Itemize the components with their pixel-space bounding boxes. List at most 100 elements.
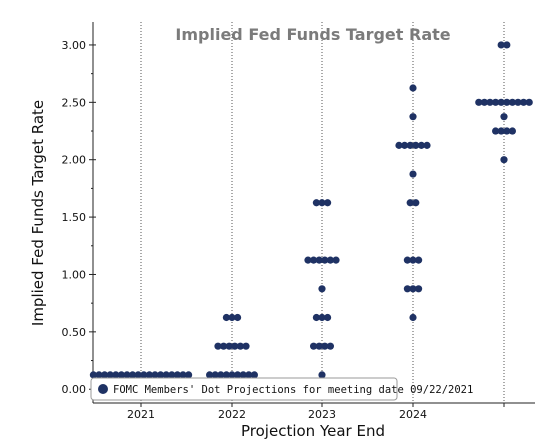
dot-point	[318, 313, 326, 322]
dot-point	[315, 256, 323, 264]
dot-point	[321, 342, 329, 350]
y-tick-label: 2.00	[62, 154, 87, 167]
dot-point	[409, 113, 417, 121]
dot-point	[492, 98, 500, 106]
dot-point	[406, 199, 414, 207]
dot-point	[228, 313, 236, 322]
dot-point	[412, 199, 420, 207]
dot-point	[508, 98, 516, 106]
dot-point	[503, 41, 511, 49]
dot-point	[134, 371, 142, 379]
dot-point	[231, 342, 239, 350]
dot-point	[312, 199, 320, 207]
dot-point	[245, 371, 253, 379]
dot-point	[239, 371, 247, 379]
dot-point	[168, 371, 176, 379]
y-axis-title: Implied Fed Funds Target Rate	[29, 100, 47, 326]
dot-point	[117, 371, 125, 379]
dot-point	[409, 313, 417, 322]
dot-point	[415, 256, 423, 264]
dot-point	[503, 127, 511, 135]
dot-point	[310, 256, 318, 264]
dot-point	[520, 98, 528, 106]
dot-point	[500, 156, 508, 164]
dot-point	[140, 371, 148, 379]
dot-point	[206, 371, 214, 379]
dot-point	[475, 98, 483, 106]
x-axis-title: Projection Year End	[241, 422, 385, 440]
dot-point	[89, 371, 97, 379]
dot-point	[228, 371, 236, 379]
dot-point	[250, 371, 258, 379]
chart-title: Implied Fed Funds Target Rate	[175, 25, 450, 44]
dot-point	[486, 98, 494, 106]
dot-point	[310, 342, 318, 350]
dot-point	[179, 371, 187, 379]
dot-point	[497, 98, 505, 106]
dot-point	[409, 256, 417, 264]
dot-point	[318, 199, 326, 207]
x-tick-label: 2023	[308, 408, 336, 421]
dot-point	[214, 342, 222, 350]
y-tick-label: 2.50	[62, 96, 87, 109]
dot-point	[318, 371, 326, 379]
dot-point	[315, 342, 323, 350]
dot-point	[395, 141, 403, 149]
dot-point	[324, 313, 332, 322]
dot-point	[222, 371, 230, 379]
dot-point	[304, 256, 312, 264]
y-tick-label: 0.50	[62, 326, 87, 339]
dot-point	[95, 371, 103, 379]
dot-point	[423, 141, 431, 149]
dot-point	[326, 342, 334, 350]
dot-point	[145, 371, 153, 379]
dot-point	[222, 313, 230, 322]
dot-point	[312, 313, 320, 322]
x-tick-label: 2024	[399, 408, 427, 421]
dot-point	[514, 98, 522, 106]
dot-point	[129, 371, 137, 379]
dot-point	[234, 313, 242, 322]
dot-point	[225, 342, 233, 350]
y-tick-label: 1.50	[62, 211, 87, 224]
y-tick-label: 0.00	[62, 383, 87, 396]
dot-point	[508, 127, 516, 135]
dot-point	[497, 127, 505, 135]
dot-point	[403, 256, 411, 264]
x-tick-label: 2021	[127, 408, 155, 421]
dot-point	[403, 285, 411, 293]
dot-point	[492, 127, 500, 135]
dot-point	[412, 141, 420, 149]
dot-point	[497, 41, 505, 49]
dot-point	[217, 371, 225, 379]
dot-point	[211, 371, 219, 379]
legend-box	[90, 377, 398, 401]
dot-point	[151, 371, 159, 379]
dot-point	[324, 199, 332, 207]
dot-point	[409, 84, 417, 92]
dot-point	[480, 98, 488, 106]
dot-point	[332, 256, 340, 264]
legend: FOMC Members' Dot Projections for meetin…	[90, 377, 473, 401]
dot-point	[525, 98, 533, 106]
axes: 0.00 0.50 1.00 1.50 2.00 2.50 3.00 2021 2022 2023…	[62, 22, 535, 421]
dot-point	[101, 371, 109, 379]
dot-point	[500, 113, 508, 121]
dot-point	[409, 285, 417, 293]
dot-point	[401, 141, 409, 149]
dot-point	[406, 141, 414, 149]
dot-point	[106, 371, 114, 379]
dot-point	[321, 256, 329, 264]
dot-point	[173, 371, 181, 379]
dot-point	[123, 371, 131, 379]
x-tick-label: 2022	[218, 408, 246, 421]
dot-series	[89, 41, 533, 379]
y-tick-label: 1.00	[62, 268, 87, 281]
y-tick-label: 3.00	[62, 39, 87, 52]
legend-marker	[98, 384, 108, 394]
dot-point	[415, 285, 423, 293]
dot-point	[112, 371, 120, 379]
dot-point	[242, 342, 250, 350]
dot-point	[318, 285, 326, 293]
